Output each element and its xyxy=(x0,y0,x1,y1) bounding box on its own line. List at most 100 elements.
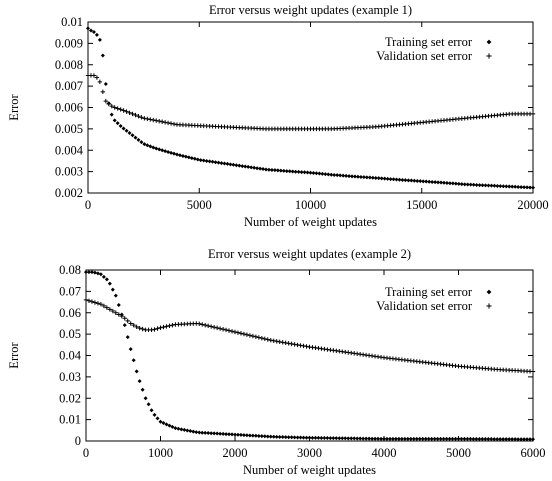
data-point-validation xyxy=(203,322,208,328)
data-point-training xyxy=(519,185,524,190)
data-point-training xyxy=(201,158,206,163)
data-point-training xyxy=(234,163,239,168)
data-point-training xyxy=(225,161,230,166)
data-point-training xyxy=(295,435,300,440)
data-point-training xyxy=(200,430,205,435)
data-point-validation xyxy=(155,326,160,331)
data-point-training xyxy=(483,437,488,442)
data-point-training xyxy=(477,436,482,441)
data-point-training xyxy=(167,423,172,428)
data-point-validation xyxy=(98,302,104,307)
data-point-training xyxy=(252,165,257,170)
data-point-validation xyxy=(124,109,129,114)
data-point-training xyxy=(210,159,215,164)
data-point-training xyxy=(149,408,154,413)
data-point-training xyxy=(243,164,248,169)
data-point-training xyxy=(250,433,255,438)
data-point-validation xyxy=(277,339,282,345)
data-point-training xyxy=(459,436,464,441)
data-point-training xyxy=(492,437,497,442)
data-point-training xyxy=(444,436,449,441)
data-point-training xyxy=(176,426,181,431)
data-point-training xyxy=(453,181,458,186)
data-point-training xyxy=(130,133,135,138)
data-point-training xyxy=(433,180,438,185)
data-point-training xyxy=(122,323,127,328)
data-point-training xyxy=(103,81,108,86)
data-point-validation xyxy=(94,75,100,80)
data-point-validation xyxy=(295,342,300,348)
data-point-training xyxy=(347,174,352,179)
data-point-training xyxy=(311,170,316,175)
data-point-training xyxy=(269,167,274,172)
data-point-training xyxy=(456,181,461,186)
data-point-training xyxy=(370,175,375,180)
x-axis-label: Number of weight updates xyxy=(243,463,376,477)
data-point-training xyxy=(397,177,402,182)
data-point-training xyxy=(507,437,512,442)
data-point-training xyxy=(417,436,422,441)
data-point-training xyxy=(166,149,171,154)
data-point-training xyxy=(128,347,133,352)
data-point-training xyxy=(293,169,298,174)
data-point-training xyxy=(186,155,191,160)
data-point-training xyxy=(507,184,512,189)
data-point-validation xyxy=(100,89,106,95)
x-tick-label: 2000 xyxy=(223,446,248,460)
data-point-training xyxy=(528,185,533,190)
data-point-training xyxy=(203,430,208,435)
data-point-training xyxy=(278,168,283,173)
data-point-training xyxy=(131,358,136,363)
x-tick-label: 1000 xyxy=(148,446,173,460)
data-point-training xyxy=(486,183,491,188)
data-point-training xyxy=(528,437,533,442)
data-point-validation xyxy=(274,339,279,344)
data-point-training xyxy=(109,112,114,117)
data-point-training xyxy=(350,174,355,179)
data-point-training xyxy=(283,435,288,440)
data-point-validation xyxy=(139,115,144,120)
data-point-training xyxy=(331,436,336,441)
data-point-validation xyxy=(197,321,202,326)
data-point-training xyxy=(468,182,473,187)
data-point-training xyxy=(393,436,398,441)
x-tick-label: 4000 xyxy=(372,446,397,460)
data-point-training xyxy=(218,431,223,436)
data-point-training xyxy=(249,165,254,170)
data-point-validation xyxy=(211,325,217,330)
data-point-validation xyxy=(151,117,156,123)
data-point-validation xyxy=(125,318,130,324)
data-point-training xyxy=(258,166,263,171)
data-point-validation xyxy=(89,299,95,304)
data-point-validation xyxy=(262,336,267,342)
y-tick-label: 0.005 xyxy=(55,122,83,136)
data-point-validation xyxy=(106,101,111,107)
data-point-validation xyxy=(127,110,132,115)
data-point-validation xyxy=(148,117,153,122)
data-point-training xyxy=(244,433,249,438)
data-point-training xyxy=(408,436,413,441)
y-tick-label: 0.02 xyxy=(59,391,81,405)
data-point-training xyxy=(313,435,318,440)
data-point-training xyxy=(180,153,185,158)
data-point-training xyxy=(468,436,473,441)
data-point-training xyxy=(143,396,148,401)
data-point-validation xyxy=(168,121,174,126)
data-point-training xyxy=(387,436,392,441)
data-point-training xyxy=(525,185,530,190)
data-point-training xyxy=(255,166,260,171)
data-point-training xyxy=(94,32,99,37)
data-point-training xyxy=(222,161,227,166)
data-point-validation xyxy=(91,73,97,78)
chart-title: Error versus weight updates (example 2) xyxy=(208,247,411,261)
data-point-training xyxy=(136,137,141,142)
data-point-training xyxy=(412,178,417,183)
x-tick-label: 0 xyxy=(85,198,91,212)
legend-marker-plus-icon xyxy=(486,303,492,309)
data-point-training xyxy=(483,183,488,188)
data-point-validation xyxy=(136,113,141,119)
data-point-validation xyxy=(142,116,147,121)
data-point-validation xyxy=(298,343,303,348)
data-point-validation xyxy=(154,118,159,123)
